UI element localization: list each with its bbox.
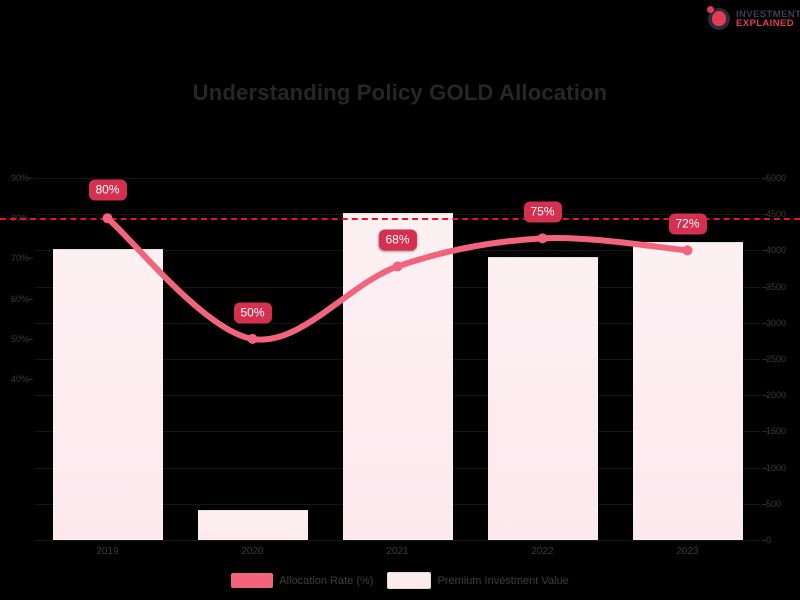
y-tick-mark-right <box>762 467 767 469</box>
y-tick-label-right: 500 <box>766 498 782 509</box>
y-tick-label-left: 90% <box>10 173 29 183</box>
y-tick-mark-right <box>762 503 767 505</box>
y-tick-label-left: 40% <box>10 374 29 385</box>
bar-2021[interactable] <box>342 213 453 540</box>
chart-title: Understanding Policy GOLD Allocation <box>192 80 608 105</box>
y-axis-left: 90% 80% 70% 60% 50% 40% <box>0 173 33 540</box>
legend-swatch-line <box>231 573 274 588</box>
bar-2022[interactable] <box>487 256 598 540</box>
logo-line-1: INVESTMENT <box>736 8 800 20</box>
y-tick-label-right: 0 <box>766 535 772 545</box>
data-label-2023: 72% <box>668 213 707 235</box>
chart-legend: Allocation Rate (%) Premium Investment Va… <box>0 572 800 589</box>
logo-wordmark: INVESTMENT EXPLAINED <box>736 8 800 29</box>
y-tick-mark-left <box>28 338 33 340</box>
y-tick-mark-right <box>762 322 767 324</box>
y-tick-mark-right <box>762 214 767 216</box>
y-tick-mark-right <box>762 431 767 433</box>
y-tick-mark-left <box>28 379 33 381</box>
data-label-2022: 75% <box>523 201 562 223</box>
logo-line-2: EXPLAINED <box>736 18 794 29</box>
y-tick-label-right: 3000 <box>766 317 787 328</box>
y-tick-mark-right <box>762 395 767 397</box>
y-tick-mark-left <box>28 178 33 179</box>
y-tick-mark-right <box>762 178 767 179</box>
legend-label-0: Allocation Rate (%) <box>279 574 374 587</box>
data-label-2020: 50% <box>233 302 272 324</box>
logo-circle-icon <box>706 6 732 32</box>
legend-swatch-bar <box>387 572 432 589</box>
y-tick-label-left: 70% <box>10 253 29 264</box>
x-tick-label-2022: 2022 <box>531 546 554 557</box>
y-tick-label-right: 1500 <box>766 426 787 437</box>
y-tick-mark-right <box>762 250 767 252</box>
x-tick-label-2019: 2019 <box>96 546 119 557</box>
legend-label-1: Premium Investment Value <box>437 574 569 587</box>
gridline <box>35 178 760 179</box>
y-tick-label-right: 3500 <box>766 281 787 292</box>
bar-2019[interactable] <box>52 249 163 540</box>
y-tick-label-left: 60% <box>10 293 29 304</box>
x-tick-label-2020: 2020 <box>241 546 264 557</box>
y-tick-label-right: 2500 <box>766 354 787 364</box>
y-tick-label-right: 4500 <box>766 209 787 220</box>
data-label-2021: 68% <box>378 229 417 251</box>
y-tick-mark-right <box>762 286 767 288</box>
y-tick-label-right: 2000 <box>766 390 787 401</box>
bar-2023[interactable] <box>632 242 743 540</box>
y-tick-mark-left <box>28 258 33 260</box>
x-tick-label-2023: 2023 <box>676 546 699 557</box>
y-tick-label-left: 50% <box>10 333 29 344</box>
gridline <box>35 540 760 541</box>
y-tick-mark-right <box>762 540 767 541</box>
y-tick-mark-left <box>28 298 33 300</box>
bar-2020[interactable] <box>197 510 308 540</box>
brand-logo: INVESTMENT EXPLAINED <box>706 3 800 35</box>
legend-item-0[interactable]: Allocation Rate (%) <box>231 573 373 588</box>
y-axis-right: 5000 4500 4000 3500 3000 2500 2000 1500 1000 500 0 <box>762 173 800 545</box>
legend-item-1[interactable]: Premium Investment Value <box>387 572 569 589</box>
x-tick-label-2021: 2021 <box>386 546 409 557</box>
data-label-2019: 80% <box>88 179 127 201</box>
y-tick-label-right: 1000 <box>766 462 787 473</box>
y-tick-label-right: 5000 <box>766 173 787 183</box>
y-tick-label-right: 4000 <box>766 245 787 256</box>
y-tick-mark-right <box>762 359 767 360</box>
